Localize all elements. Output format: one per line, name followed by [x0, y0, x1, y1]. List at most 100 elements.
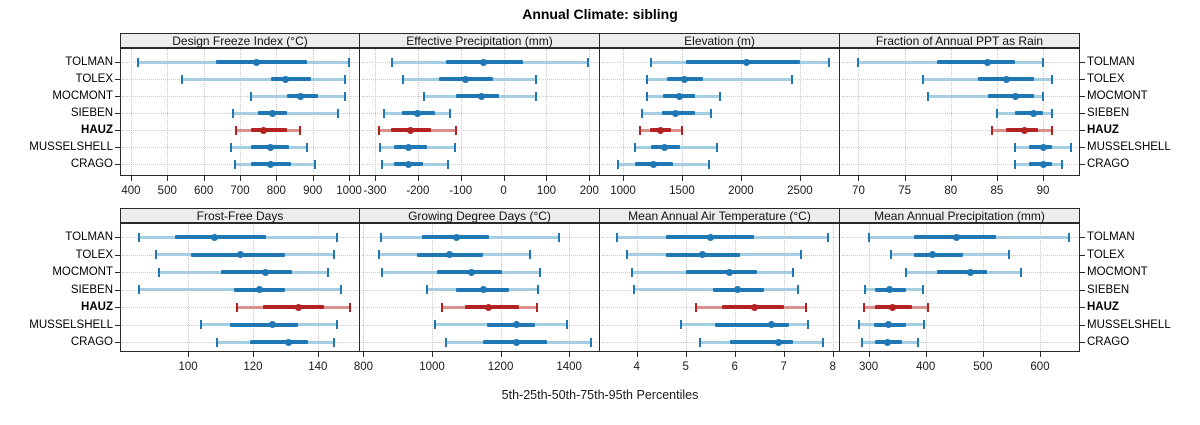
whisker-iqr — [914, 252, 963, 257]
whisker-iqr — [729, 340, 794, 344]
x-tick-mark — [188, 352, 190, 357]
median-dot — [407, 126, 415, 134]
whisker-cap — [709, 108, 712, 118]
whisker-iqr — [715, 322, 789, 327]
x-tick-mark — [460, 176, 462, 181]
gridline — [375, 49, 376, 175]
x-tick-label: -100 — [449, 185, 473, 197]
y-tick-mark — [1080, 289, 1085, 291]
y-tick-mark — [1080, 147, 1085, 148]
row-label-right: MUSSELSHELL — [1087, 141, 1171, 153]
panel-strip: Fraction of Annual PPT as Rain — [840, 33, 1080, 48]
y-tick-mark — [1080, 79, 1085, 80]
whisker-cap — [454, 125, 457, 135]
x-tick-label: 700 — [230, 185, 250, 197]
row-label-left: CRAGO — [70, 336, 113, 348]
whisker-cap — [566, 320, 569, 329]
x-tick-mark — [925, 352, 927, 357]
whisker-cap — [1051, 74, 1054, 84]
median-dot — [281, 75, 289, 83]
whisker-cap — [890, 250, 893, 259]
median-dot — [886, 286, 894, 293]
x-tick-mark — [276, 176, 278, 181]
y-tick-mark — [1080, 307, 1085, 308]
whisker-cap — [138, 232, 141, 242]
y-tick-mark — [115, 147, 120, 148]
row-label-right: TOLMAN — [1087, 56, 1135, 68]
whisker-cap — [630, 267, 633, 277]
whisker-cap — [790, 74, 793, 84]
gridline — [363, 224, 365, 351]
whisker-cap — [590, 337, 593, 347]
y-tick-mark — [1080, 254, 1085, 256]
x-tick-mark — [1040, 352, 1041, 357]
y-tick-mark — [115, 96, 120, 97]
gridline — [546, 49, 548, 175]
x-tick-mark — [685, 352, 687, 357]
median-dot — [1039, 160, 1047, 168]
x-tick-label: 1000 — [336, 185, 362, 197]
x-tick-label: 800 — [266, 185, 286, 197]
whisker-cap — [216, 337, 219, 347]
x-tick-mark — [240, 176, 241, 181]
gridline — [188, 224, 190, 351]
median-dot — [1011, 92, 1019, 100]
row-guide — [842, 289, 1078, 291]
x-tick-label: 1500 — [669, 185, 695, 197]
whisker-cap — [138, 285, 141, 294]
whisker-cap — [625, 250, 628, 259]
x-tick-mark — [904, 176, 906, 181]
median-dot — [268, 321, 276, 328]
row-label-right: TOLEX — [1087, 248, 1125, 261]
row-label-left: SIEBEN — [70, 107, 113, 119]
whisker-cap — [1020, 267, 1023, 277]
gridline — [130, 49, 132, 175]
whisker-cap — [1007, 250, 1010, 259]
y-tick-mark — [115, 342, 120, 343]
whisker-cap — [333, 337, 336, 347]
median-dot — [649, 160, 657, 168]
median-dot — [775, 338, 783, 346]
whisker-cap — [991, 125, 994, 135]
x-tick-mark — [622, 176, 624, 181]
whisker-iqr — [987, 94, 1034, 98]
whisker-cap — [537, 285, 540, 294]
whisker-cap — [534, 74, 537, 84]
whisker-cap — [344, 91, 347, 101]
row-guide — [362, 113, 598, 114]
x-tick-mark — [167, 176, 169, 181]
x-tick-mark — [569, 352, 571, 357]
median-dot — [966, 268, 974, 276]
whisker-cap — [339, 285, 342, 294]
median-dot — [767, 321, 775, 328]
median-dot — [294, 303, 302, 311]
whisker-cap — [804, 302, 807, 312]
y-tick-mark — [115, 324, 120, 326]
x-tick-mark — [996, 176, 998, 181]
gridline — [685, 224, 687, 351]
whisker-cap — [799, 250, 802, 259]
whisker-iqr — [216, 60, 308, 64]
x-tick-label: -300 — [363, 185, 387, 197]
x-tick-mark — [799, 176, 801, 181]
gridline — [622, 49, 624, 175]
median-dot — [404, 143, 412, 151]
median-dot — [884, 321, 892, 328]
whisker-cap — [792, 267, 795, 277]
median-dot — [706, 233, 714, 241]
x-tick-mark — [349, 176, 351, 181]
x-tick-label: 1000 — [610, 185, 636, 197]
median-dot — [267, 160, 275, 168]
whisker-cap — [640, 108, 643, 118]
row-guide — [602, 113, 838, 114]
x-tick-mark — [432, 352, 433, 357]
gridline — [167, 49, 169, 175]
panel-strip: Frost-Free Days — [120, 208, 360, 223]
row-guide — [362, 147, 598, 148]
y-tick-mark — [1080, 342, 1085, 343]
x-tick-mark — [734, 352, 736, 357]
whisker-cap — [923, 320, 925, 329]
x-tick-label: 100 — [536, 185, 557, 197]
whisker-cap — [528, 250, 531, 259]
whisker-range — [181, 77, 346, 81]
